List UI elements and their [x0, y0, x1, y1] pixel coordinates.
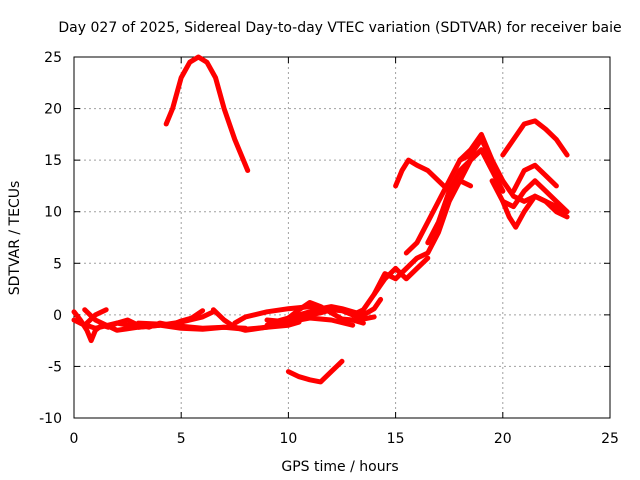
grid	[74, 57, 610, 418]
series-arc-14	[425, 147, 506, 246]
x-axis-title: GPS time / hours	[281, 459, 398, 475]
x-tick-label: 10	[279, 431, 297, 447]
plot-frame	[73, 56, 611, 419]
y-axis-title: SDTVAR / TECUs	[7, 181, 23, 296]
x-tick-label: 15	[387, 431, 405, 447]
y-tick-label: 15	[44, 153, 62, 169]
series-arc-7	[232, 304, 334, 326]
series-arc-15	[393, 157, 474, 194]
series-arc-21	[163, 54, 251, 173]
series-arc-4	[82, 307, 216, 333]
data-series	[71, 54, 570, 385]
y-tick-label: 0	[53, 308, 62, 324]
y-tick-label: -5	[48, 359, 62, 375]
series-arc-16	[457, 131, 570, 215]
x-tick-label: 5	[177, 431, 186, 447]
series-arc-12	[371, 255, 431, 297]
y-tick-label: 20	[44, 102, 62, 118]
series-arc-10	[264, 296, 384, 324]
x-tick-label: 0	[70, 431, 79, 447]
chart-title: Day 027 of 2025, Sidereal Day-to-day VTE…	[58, 20, 621, 36]
axis-ticks: 0 5 10 15 20 25 -10 -5 0 5 10 15 20 25	[39, 50, 619, 447]
y-tick-label: 5	[53, 256, 62, 272]
series-arc-20	[511, 162, 559, 194]
series-arc-19	[500, 118, 570, 158]
y-tick-label: 25	[44, 50, 62, 66]
series-arc-13	[403, 137, 495, 256]
x-tick-label: 25	[601, 431, 619, 447]
x-tick-label: 20	[494, 431, 512, 447]
y-tick-label: 10	[44, 205, 62, 221]
series-arc-18	[500, 193, 570, 230]
y-tick-label: -10	[39, 411, 62, 427]
series-arc-22	[285, 358, 345, 385]
